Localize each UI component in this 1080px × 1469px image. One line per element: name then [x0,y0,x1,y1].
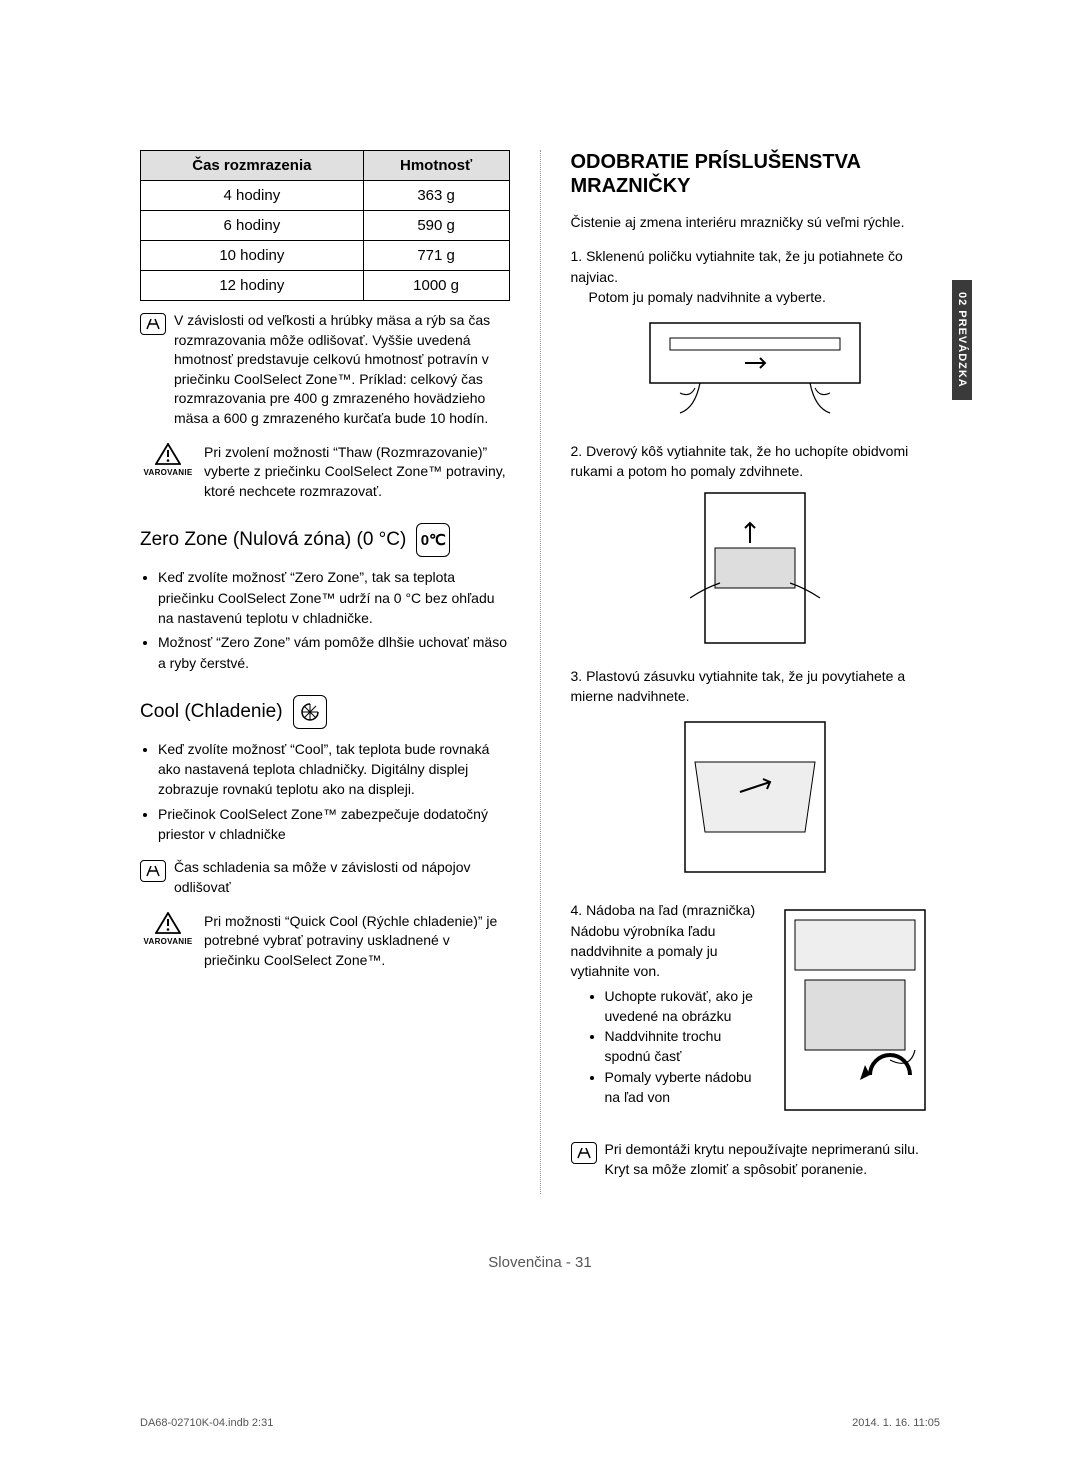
step4-bullets: Uchopte rukoväť, ako je uvedené na obráz… [571,986,759,1108]
table-cell: 12 hodiny [141,271,364,301]
bullet-item: Keď zvolíte možnosť “Zero Zone”, tak sa … [158,567,510,628]
footer-meta: DA68-02710K-04.indb 2:31 2014. 1. 16. 11… [140,1417,940,1429]
table-cell: 6 hodiny [141,211,364,241]
warning-icon [155,443,181,465]
defrost-table: Čas rozmrazenia Hmotnosť 4 hodiny363 g 6… [140,150,510,301]
zero-zone-heading: Zero Zone (Nulová zóna) (0 °C) 0℃ [140,523,510,557]
page-content: Čas rozmrazenia Hmotnosť 4 hodiny363 g 6… [0,0,1080,1331]
step4-head: 4. Nádoba na ľad (mraznička) [571,900,759,920]
left-column: Čas rozmrazenia Hmotnosť 4 hodiny363 g 6… [140,150,510,1194]
ice-bucket-illustration [770,900,940,1120]
right-column: ODOBRATIE PRÍSLUŠENSTVA MRAZNIČKY Čisten… [571,150,941,1194]
step-text: 1. Sklenenú poličku vytiahnite tak, že j… [571,246,941,287]
step4-body: Nádobu výrobníka ľadu naddvihnite a poma… [571,921,759,982]
footer-timestamp: 2014. 1. 16. 11:05 [852,1417,940,1429]
heading-text: Zero Zone (Nulová zóna) (0 °C) [140,529,406,551]
step-4: 4. Nádoba na ľad (mraznička) Nádobu výro… [571,900,941,1120]
warning-label: VAROVANIE [143,936,192,947]
warning-quickcool: VAROVANIE Pri možnosti “Quick Cool (Rých… [140,912,510,971]
note-text: V závislosti od veľkosti a hrúbky mäsa a… [174,311,510,429]
note-text: Čas schladenia sa môže v závislosti od n… [174,858,510,897]
bullet-item: Uchopte rukoväť, ako je uvedené na obráz… [605,986,759,1027]
bullet-item: Priečinok CoolSelect Zone™ zabezpečuje d… [158,804,510,845]
cool-heading: Cool (Chladenie) [140,695,510,729]
cool-icon [293,695,327,729]
right-heading: ODOBRATIE PRÍSLUŠENSTVA MRAZNIČKY [571,150,941,198]
step-3: 3. Plastovú zásuvku vytiahnite tak, že j… [571,666,941,707]
warning-text: Pri zvolení možnosti “Thaw (Rozmrazovani… [204,443,510,502]
note-icon [571,1142,597,1164]
step-text: Potom ju pomaly nadvihnite a vyberte. [571,287,941,307]
note-text: Pri demontáži krytu nepoužívajte neprime… [605,1140,941,1179]
warning-thaw: VAROVANIE Pri zvolení možnosti “Thaw (Ro… [140,443,510,502]
column-divider [540,150,541,1194]
step-2: 2. Dverový kôš vytiahnite tak, že ho uch… [571,441,941,482]
bullet-item: Pomaly vyberte nádobu na ľad von [605,1067,759,1108]
cool-bullets: Keď zvolíte možnosť “Cool”, tak teplota … [140,739,510,844]
table-cell: 4 hodiny [141,181,364,211]
right-intro: Čistenie aj zmena interiéru mrazničky sú… [571,212,941,232]
shelf-illustration [640,313,870,423]
note-cooling: Čas schladenia sa môže v závislosti od n… [140,858,510,897]
heading-text: Cool (Chladenie) [140,701,283,723]
footer-file: DA68-02710K-04.indb 2:31 [140,1417,273,1429]
warning-text: Pri možnosti “Quick Cool (Rýchle chladen… [204,912,510,971]
bullet-item: Keď zvolíte možnosť “Cool”, tak teplota … [158,739,510,800]
door-bin-illustration [635,488,875,648]
note-icon [140,860,166,882]
bullet-item: Možnosť “Zero Zone” vám pomôže dlhšie uc… [158,632,510,673]
table-cell: 10 hodiny [141,241,364,271]
step-1: 1. Sklenenú poličku vytiahnite tak, že j… [571,246,941,307]
note-defrost: V závislosti od veľkosti a hrúbky mäsa a… [140,311,510,429]
zero-zone-bullets: Keď zvolíte možnosť “Zero Zone”, tak sa … [140,567,510,672]
bullet-item: Naddvihnite trochu spodnú časť [605,1026,759,1067]
warning-label: VAROVANIE [143,467,192,478]
warning-icon [155,912,181,934]
footer-language: Slovenčina - 31 [140,1254,940,1271]
table-header: Hmotnosť [363,151,509,181]
zero-zone-icon: 0℃ [416,523,450,557]
note-icon [140,313,166,335]
note-cover: Pri demontáži krytu nepoužívajte neprime… [571,1140,941,1179]
drawer-illustration [655,712,855,882]
table-cell: 363 g [363,181,509,211]
table-cell: 771 g [363,241,509,271]
table-cell: 590 g [363,211,509,241]
table-header: Čas rozmrazenia [141,151,364,181]
table-cell: 1000 g [363,271,509,301]
